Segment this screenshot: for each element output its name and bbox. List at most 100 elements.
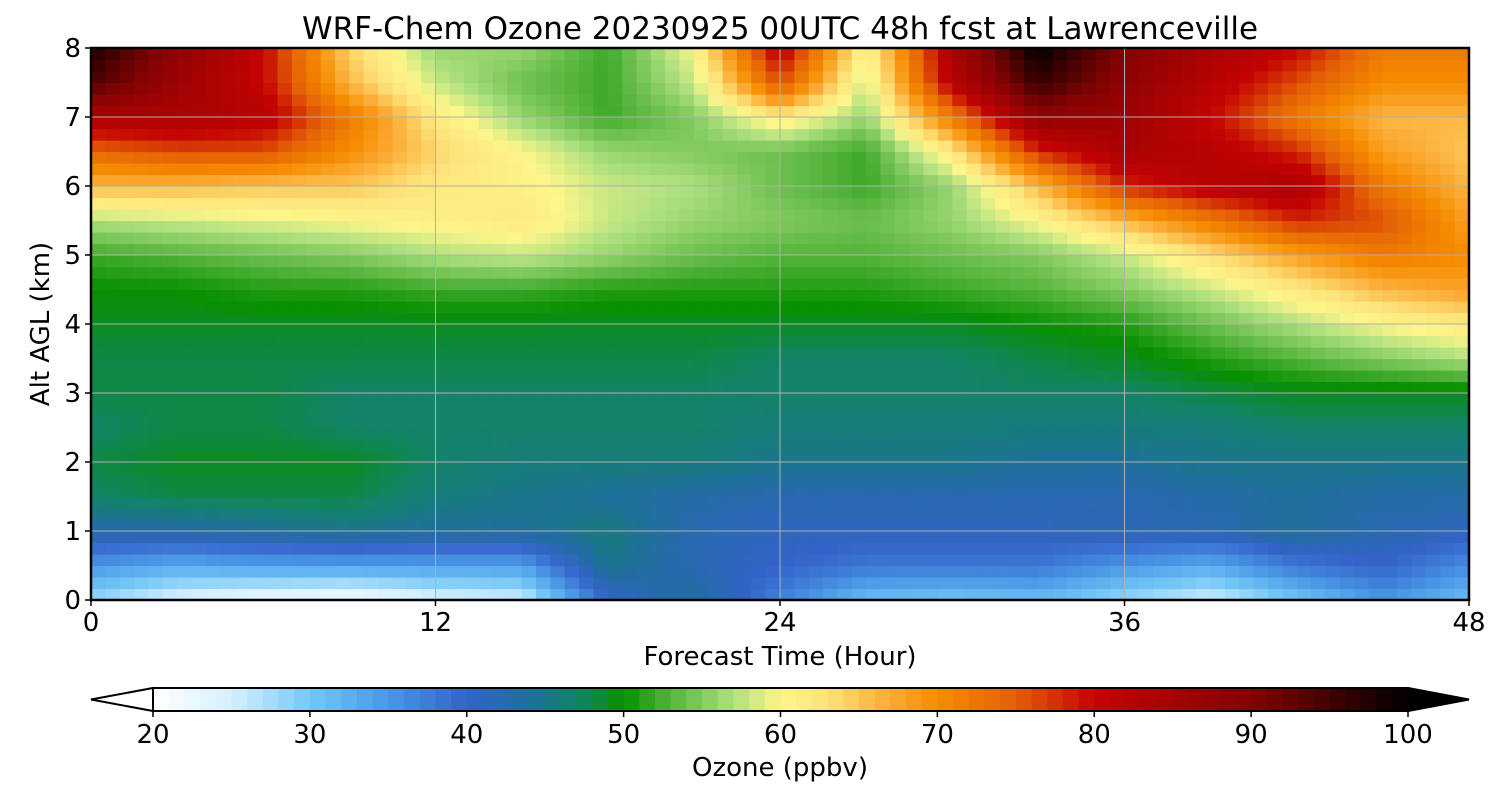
heatmap-cell xyxy=(1339,393,1355,406)
heatmap-cell xyxy=(1282,255,1298,268)
heatmap-cell xyxy=(320,542,336,555)
heatmap-cell xyxy=(478,59,494,72)
heatmap-cell xyxy=(91,347,106,360)
heatmap-cell xyxy=(1024,427,1039,440)
heatmap-cell xyxy=(679,381,695,394)
heatmap-cell xyxy=(535,473,551,486)
heatmap-cell xyxy=(134,381,150,394)
heatmap-cell xyxy=(693,266,709,279)
heatmap-cell xyxy=(995,128,1011,141)
heatmap-cell xyxy=(363,209,379,222)
heatmap-cell xyxy=(205,554,221,567)
heatmap-cell xyxy=(909,220,925,233)
heatmap-cell xyxy=(650,255,666,268)
heatmap-cell xyxy=(105,347,121,360)
heatmap-cell xyxy=(1268,174,1283,187)
heatmap-cell xyxy=(191,232,207,245)
heatmap-cell xyxy=(1354,370,1370,383)
heatmap-cell xyxy=(636,347,652,360)
heatmap-cell xyxy=(1368,243,1384,256)
heatmap-cell xyxy=(406,197,422,210)
heatmap-cell xyxy=(220,232,236,245)
heatmap-cell xyxy=(263,450,279,463)
heatmap-cell xyxy=(1138,59,1154,72)
heatmap-cell xyxy=(363,381,379,394)
heatmap-cell xyxy=(1425,163,1441,176)
heatmap-cell xyxy=(421,140,437,153)
heatmap-cell xyxy=(1397,439,1413,452)
heatmap-cell xyxy=(550,347,566,360)
heatmap-cell xyxy=(464,450,480,463)
heatmap-cell xyxy=(349,186,365,199)
heatmap-cell xyxy=(722,508,738,521)
heatmap-cell xyxy=(1110,531,1126,544)
heatmap-cell xyxy=(1397,232,1413,245)
heatmap-cell xyxy=(1382,312,1398,325)
heatmap-cell xyxy=(1397,105,1413,118)
heatmap-cell xyxy=(421,508,437,521)
heatmap-cell xyxy=(191,393,207,406)
heatmap-cell xyxy=(708,197,724,210)
heatmap-cell xyxy=(866,370,882,383)
heatmap-cell xyxy=(1239,197,1255,210)
heatmap-cell xyxy=(808,531,824,544)
heatmap-cell xyxy=(823,128,839,141)
heatmap-cell xyxy=(234,347,250,360)
heatmap-cell xyxy=(1382,220,1398,233)
heatmap-cell xyxy=(406,278,422,291)
heatmap-cell xyxy=(291,370,307,383)
heatmap-cell xyxy=(392,312,408,325)
heatmap-cell xyxy=(794,404,810,417)
x-tick-label: 48 xyxy=(1452,608,1485,638)
heatmap-cell xyxy=(1440,347,1456,360)
heatmap-cell xyxy=(1325,220,1341,233)
heatmap-cell xyxy=(492,82,508,95)
heatmap-cell xyxy=(1411,554,1427,567)
heatmap-cell xyxy=(966,404,982,417)
heatmap-cell xyxy=(636,542,652,555)
heatmap-cell xyxy=(780,140,795,153)
heatmap-cell xyxy=(650,531,666,544)
heatmap-cell xyxy=(1081,531,1097,544)
heatmap-cell xyxy=(191,496,207,509)
heatmap-cell xyxy=(148,289,164,302)
heatmap-cell xyxy=(335,151,350,164)
heatmap-cell xyxy=(1296,174,1312,187)
heatmap-cell xyxy=(162,450,178,463)
heatmap-cell xyxy=(220,565,236,578)
heatmap-cell xyxy=(378,117,394,130)
heatmap-cell xyxy=(91,232,106,245)
heatmap-cell xyxy=(162,347,178,360)
heatmap-cell xyxy=(1339,450,1355,463)
heatmap-cell xyxy=(1239,416,1255,429)
heatmap-cell xyxy=(966,473,982,486)
heatmap-cell xyxy=(1210,278,1226,291)
heatmap-cell xyxy=(1397,59,1413,72)
heatmap-cell xyxy=(1224,82,1240,95)
heatmap-cell xyxy=(693,462,709,475)
heatmap-cell xyxy=(1210,577,1226,590)
heatmap-cell xyxy=(421,473,437,486)
heatmap-cell xyxy=(478,324,494,337)
heatmap-cell xyxy=(1311,186,1327,199)
heatmap-cell xyxy=(263,416,279,429)
heatmap-cell xyxy=(751,496,767,509)
heatmap-cell xyxy=(1210,128,1226,141)
heatmap-cell xyxy=(1067,324,1083,337)
heatmap-cell xyxy=(995,508,1011,521)
heatmap-cell xyxy=(1339,59,1355,72)
heatmap-cell xyxy=(306,519,322,532)
heatmap-cell xyxy=(1339,335,1355,348)
heatmap-cell xyxy=(550,128,566,141)
heatmap-cell xyxy=(980,312,996,325)
colorbar-segment xyxy=(733,688,750,711)
heatmap-cell xyxy=(105,565,121,578)
heatmap-cell xyxy=(134,197,150,210)
heatmap-cell xyxy=(1282,370,1298,383)
heatmap-cell xyxy=(277,71,293,84)
heatmap-cell xyxy=(148,243,164,256)
heatmap-cell xyxy=(1425,542,1441,555)
heatmap-cell xyxy=(837,105,853,118)
heatmap-cell xyxy=(535,71,551,84)
heatmap-cell xyxy=(263,243,279,256)
